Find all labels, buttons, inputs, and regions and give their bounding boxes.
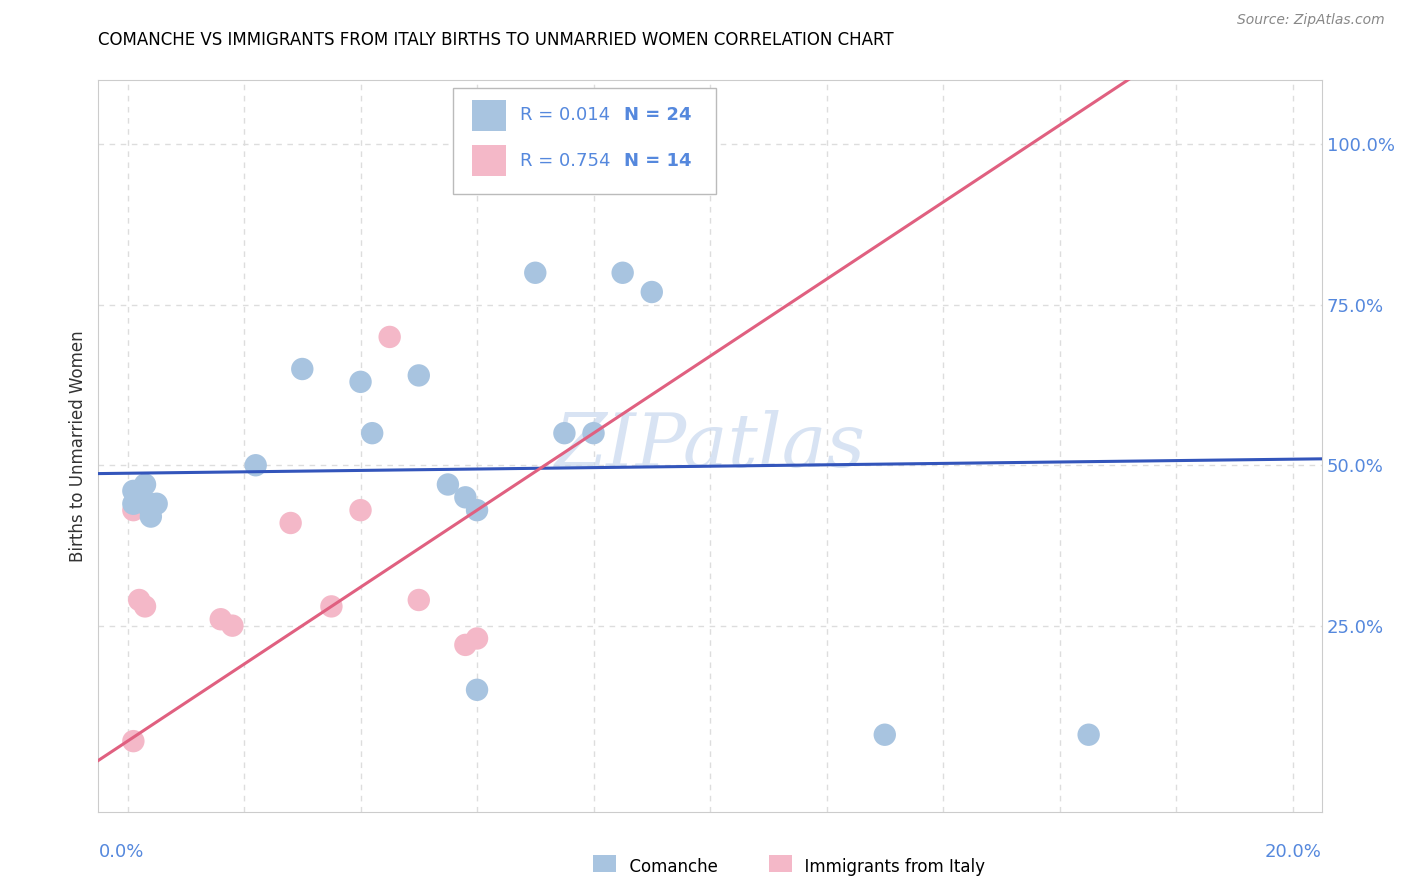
Text: Immigrants from Italy: Immigrants from Italy — [794, 858, 986, 876]
Point — [245, 458, 267, 473]
Point — [349, 503, 371, 517]
Point — [134, 599, 156, 614]
Text: N = 14: N = 14 — [624, 152, 692, 169]
FancyBboxPatch shape — [471, 100, 506, 131]
Bar — [769, 855, 792, 872]
Point — [122, 497, 145, 511]
Point — [408, 593, 430, 607]
Bar — [593, 855, 616, 872]
Point — [128, 593, 150, 607]
Point — [122, 483, 145, 498]
Point — [454, 491, 477, 505]
Point — [873, 728, 896, 742]
Point — [437, 477, 460, 491]
Point — [465, 682, 488, 697]
Point — [1077, 728, 1099, 742]
Point — [582, 144, 605, 158]
Text: R = 0.754: R = 0.754 — [520, 152, 612, 169]
Point — [408, 368, 430, 383]
Text: ZIPatlas: ZIPatlas — [554, 409, 866, 483]
Text: 20.0%: 20.0% — [1265, 843, 1322, 861]
Point — [524, 266, 547, 280]
Point — [134, 497, 156, 511]
Point — [612, 266, 634, 280]
FancyBboxPatch shape — [471, 145, 506, 176]
Point — [321, 599, 343, 614]
Point — [465, 632, 488, 646]
Point — [139, 497, 162, 511]
Point — [134, 477, 156, 491]
Text: Comanche: Comanche — [619, 858, 717, 876]
Point — [641, 285, 664, 299]
Point — [145, 497, 167, 511]
Text: R = 0.014: R = 0.014 — [520, 106, 610, 124]
Point — [582, 426, 605, 441]
Point — [454, 638, 477, 652]
FancyBboxPatch shape — [453, 87, 716, 194]
Point — [139, 509, 162, 524]
Point — [280, 516, 302, 530]
Point — [465, 503, 488, 517]
Point — [122, 734, 145, 748]
Point — [378, 330, 401, 344]
Y-axis label: Births to Unmarried Women: Births to Unmarried Women — [69, 330, 87, 562]
Point — [291, 362, 314, 376]
Point — [553, 426, 575, 441]
Text: Source: ZipAtlas.com: Source: ZipAtlas.com — [1237, 13, 1385, 28]
Point — [221, 618, 243, 632]
Point — [128, 491, 150, 505]
Point — [361, 426, 384, 441]
Point — [122, 503, 145, 517]
Point — [349, 375, 371, 389]
Text: COMANCHE VS IMMIGRANTS FROM ITALY BIRTHS TO UNMARRIED WOMEN CORRELATION CHART: COMANCHE VS IMMIGRANTS FROM ITALY BIRTHS… — [98, 31, 894, 49]
Text: N = 24: N = 24 — [624, 106, 692, 124]
Text: 0.0%: 0.0% — [98, 843, 143, 861]
Point — [209, 612, 232, 626]
